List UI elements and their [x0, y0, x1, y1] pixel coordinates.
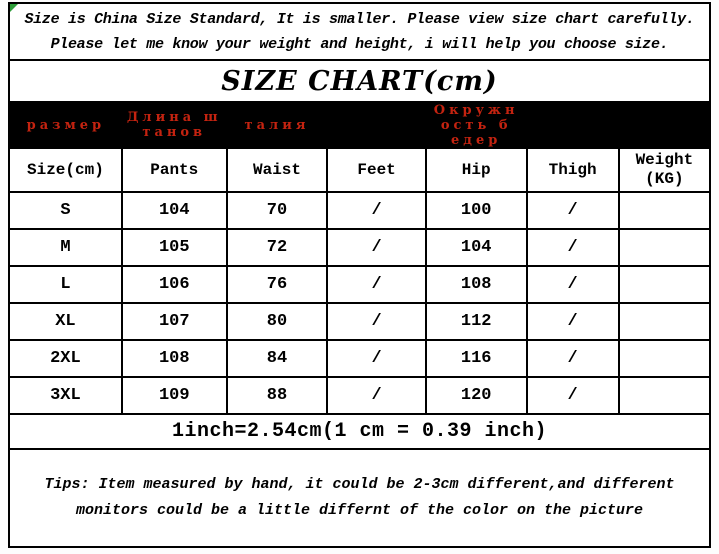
- table-cell: 100: [424, 191, 528, 230]
- table-cell: 112: [424, 302, 528, 341]
- table-row-l: L 106 76 / 108 /: [9, 265, 711, 304]
- conversion-row: 1inch=2.54cm(1 cm = 0.39 inch): [9, 413, 710, 449]
- page-title: SIZE CHART(cm): [221, 65, 498, 97]
- table-cell: /: [326, 302, 427, 341]
- table-cell: /: [326, 228, 427, 267]
- table-cell: [617, 228, 711, 267]
- table-cell: 108: [424, 265, 528, 304]
- table-cell: /: [525, 191, 620, 230]
- table-cell: /: [326, 191, 427, 230]
- table-cell: /: [525, 228, 620, 267]
- table-cell: [617, 191, 711, 230]
- table-cell: /: [326, 265, 427, 304]
- corner-marker-icon: [10, 4, 18, 12]
- table-cell: 104: [120, 191, 228, 230]
- russian-label-hip: Окружн ость б едер: [433, 102, 519, 148]
- table-cell: M: [9, 228, 123, 267]
- table-cell: [617, 339, 711, 378]
- intro-note: Size is China Size Standard, It is small…: [10, 4, 709, 61]
- table-cell: 107: [120, 302, 228, 341]
- table-cell: 116: [424, 339, 528, 378]
- column-header-waist: Waist: [225, 148, 329, 193]
- table-cell: 72: [225, 228, 329, 267]
- column-header-pants: Pants: [120, 148, 228, 193]
- table-cell: [617, 265, 711, 304]
- table-cell: 80: [225, 302, 329, 341]
- table-cell: 70: [225, 191, 329, 230]
- table-cell: 120: [424, 376, 528, 415]
- column-header-thigh: Thigh: [525, 148, 620, 193]
- column-header-weight: Weight (KG): [617, 148, 711, 193]
- table-cell: /: [525, 339, 620, 378]
- table-cell: 104: [424, 228, 528, 267]
- russian-label-waist: талия: [244, 117, 310, 133]
- column-header-feet: Feet: [326, 148, 427, 193]
- table-cell: 105: [120, 228, 228, 267]
- table-cell: 2XL: [9, 339, 123, 378]
- table-cell: /: [326, 339, 427, 378]
- russian-label-thigh: [527, 101, 619, 149]
- table-cell: L: [9, 265, 123, 304]
- russian-label-pants: Длина ш танов: [126, 110, 222, 140]
- table-cell: [617, 302, 711, 341]
- tips-note: Tips: Item measured by hand, it could be…: [10, 448, 709, 546]
- russian-label-weight: [619, 101, 709, 149]
- table-cell: [617, 376, 711, 415]
- table-cell: 84: [225, 339, 329, 378]
- table-header-row: Size(cm) Pants Waist Feet Hip Thigh Weig…: [9, 148, 711, 193]
- table-cell: 88: [225, 376, 329, 415]
- table-cell: 3XL: [9, 376, 123, 415]
- table-cell: 106: [120, 265, 228, 304]
- conversion-note: 1inch=2.54cm(1 cm = 0.39 inch): [9, 413, 710, 449]
- table-row-xl: XL 107 80 / 112 /: [9, 302, 711, 341]
- table-cell: /: [525, 302, 620, 341]
- table-cell: S: [9, 191, 123, 230]
- table-cell: XL: [9, 302, 123, 341]
- table-row-3xl: 3XL 109 88 / 120 /: [9, 376, 711, 415]
- table-cell: /: [525, 376, 620, 415]
- table-cell: /: [326, 376, 427, 415]
- table-cell: 76: [225, 265, 329, 304]
- size-table: Size(cm) Pants Waist Feet Hip Thigh Weig…: [9, 148, 711, 449]
- russian-label-size: размер: [26, 117, 106, 133]
- table-cell: /: [525, 265, 620, 304]
- russian-label-bar: размер Длина ш танов талия Окружн ость б…: [10, 101, 709, 149]
- table-cell: 109: [120, 376, 228, 415]
- table-row-2xl: 2XL 108 84 / 116 /: [9, 339, 711, 378]
- table-cell: 108: [120, 339, 228, 378]
- table-row-s: S 104 70 / 100 /: [9, 191, 711, 230]
- column-header-hip: Hip: [424, 148, 528, 193]
- table-row-m: M 105 72 / 104 /: [9, 228, 711, 267]
- russian-label-feet: [327, 101, 426, 149]
- size-chart-sheet: Size is China Size Standard, It is small…: [8, 2, 711, 548]
- column-header-size: Size(cm): [9, 148, 123, 193]
